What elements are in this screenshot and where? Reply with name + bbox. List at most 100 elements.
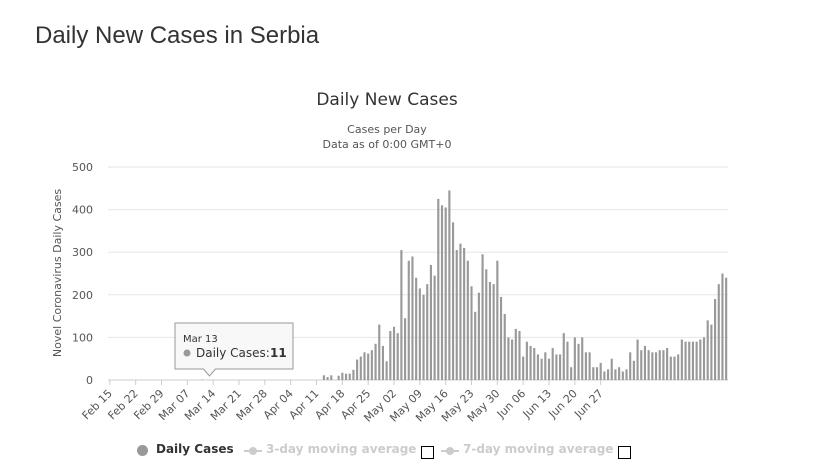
bar (363, 352, 366, 380)
bar (606, 369, 610, 380)
bar (584, 352, 587, 380)
bar (643, 345, 647, 380)
bar (392, 326, 396, 380)
bar (559, 354, 562, 380)
bar (684, 341, 687, 380)
bar (547, 358, 551, 380)
bar (474, 311, 477, 380)
bar (566, 341, 569, 380)
bar (636, 339, 639, 380)
bar (470, 286, 473, 380)
bar (404, 318, 407, 380)
bar (581, 337, 584, 380)
tooltip-series-marker (183, 349, 191, 357)
bar (632, 360, 635, 380)
bar (522, 356, 525, 380)
daily-cases-marker (137, 445, 148, 456)
y-tick-label: 300 (72, 246, 93, 259)
bar (640, 350, 643, 380)
bar (610, 358, 613, 380)
bar (666, 348, 669, 380)
bar (699, 339, 702, 380)
chart-title: Daily New Cases (316, 90, 458, 110)
bar (455, 250, 458, 380)
bar (540, 358, 543, 380)
bar (618, 367, 621, 380)
chart-subtitle-line1: Cases per Day (347, 123, 427, 136)
y-tick-label: 400 (72, 204, 93, 217)
bar (429, 264, 432, 380)
bar (499, 296, 503, 380)
bar (322, 375, 325, 380)
y-tick-label: 0 (86, 374, 93, 387)
y-tick-label: 100 (72, 331, 93, 344)
bar (651, 352, 654, 380)
bar (411, 256, 414, 380)
bar (348, 373, 351, 380)
bar (621, 371, 624, 380)
bar (370, 350, 373, 380)
bar (714, 299, 717, 380)
checkbox-3-day-average[interactable] (421, 446, 434, 459)
daily-cases-chart: Daily New Cases Cases per Day Data as of… (51, 90, 728, 425)
bar (477, 292, 480, 380)
bar (381, 345, 385, 380)
bar (518, 331, 521, 380)
bar (551, 348, 554, 380)
bar (415, 277, 418, 380)
bar (588, 352, 591, 380)
bar (603, 371, 606, 380)
bar (654, 352, 658, 380)
bar (544, 352, 547, 380)
bar (496, 260, 499, 380)
bar (629, 352, 632, 380)
bar (367, 353, 370, 380)
bar (514, 328, 517, 380)
bar (555, 354, 558, 380)
bar (356, 359, 359, 380)
bar (695, 341, 698, 380)
bar (662, 350, 665, 380)
bar (688, 341, 691, 380)
bar (330, 375, 333, 380)
bar (680, 339, 683, 380)
bar (437, 198, 440, 380)
bar (658, 350, 661, 380)
tooltip-value: 11 (270, 346, 287, 360)
checkbox-7-day-average[interactable] (618, 446, 631, 459)
chart-subtitle-line2: Data as of 0:00 GMT+0 (323, 138, 452, 151)
legend: Daily Cases 3-day moving average 7-day m… (0, 440, 830, 462)
bar (614, 369, 617, 380)
legend-item-daily-cases[interactable]: Daily Cases (156, 442, 234, 456)
bar (677, 354, 680, 380)
tooltip-date: Mar 13 (183, 334, 218, 345)
bar (525, 341, 528, 380)
bar (385, 361, 388, 380)
bar (595, 367, 599, 380)
y-tick-label: 200 (72, 289, 93, 302)
bar (721, 273, 724, 380)
bar (625, 369, 628, 380)
bar (529, 345, 532, 380)
bar (344, 373, 348, 380)
legend-item-7-day-average[interactable]: 7-day moving average (463, 442, 614, 456)
bar (507, 337, 510, 380)
bar (485, 269, 488, 380)
bar (710, 324, 713, 380)
bar (492, 284, 495, 380)
bar (407, 260, 410, 380)
bar (359, 356, 362, 380)
bar (440, 205, 444, 380)
bar (669, 356, 672, 380)
bar (466, 260, 469, 380)
bars (201, 190, 728, 380)
legend-item-3-day-average[interactable]: 3-day moving average (266, 442, 417, 456)
y-axis-ticks: 0 100 200 300 400 500 (72, 161, 93, 387)
bar (488, 282, 492, 380)
tooltip-box (174, 322, 294, 377)
bar (374, 343, 377, 380)
bar (717, 284, 720, 380)
bar (352, 369, 355, 380)
y-tick-label: 500 (72, 161, 93, 174)
